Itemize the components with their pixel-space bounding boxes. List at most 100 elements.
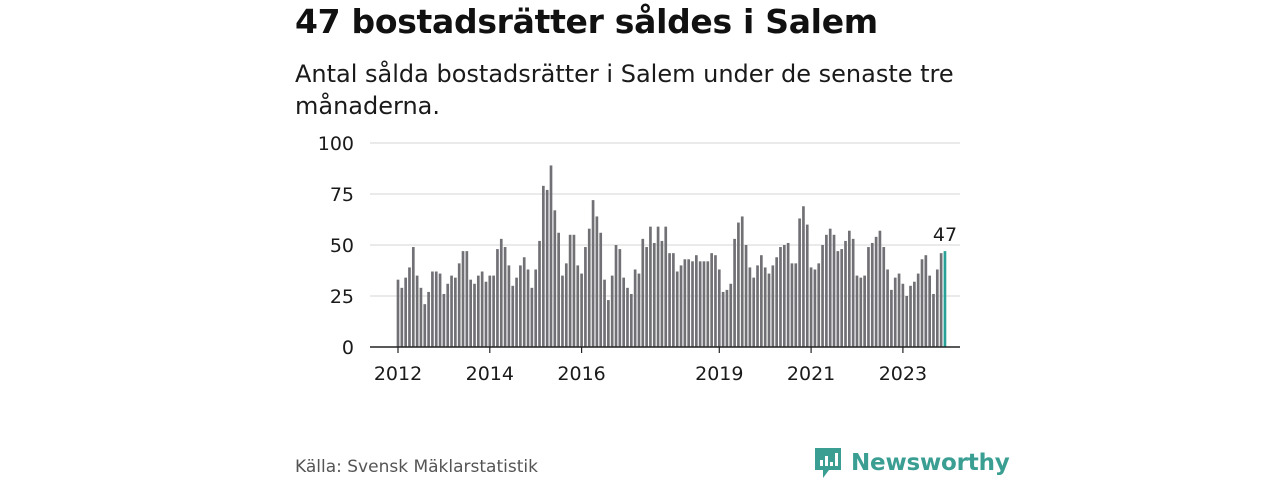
bar bbox=[423, 304, 427, 347]
bar bbox=[519, 265, 522, 347]
bar bbox=[702, 261, 706, 347]
bar bbox=[641, 238, 645, 347]
bar bbox=[771, 265, 775, 347]
bar bbox=[844, 240, 847, 347]
bar bbox=[794, 263, 798, 347]
bar bbox=[909, 285, 912, 347]
bar bbox=[499, 238, 503, 347]
bar bbox=[840, 249, 844, 347]
bar bbox=[763, 267, 767, 347]
bar bbox=[752, 277, 756, 347]
bar bbox=[878, 230, 882, 347]
bar bbox=[607, 300, 610, 347]
x-tick-label: 2023 bbox=[879, 363, 927, 385]
bar bbox=[618, 249, 622, 347]
bar bbox=[614, 245, 618, 347]
bar bbox=[748, 267, 752, 347]
bar bbox=[740, 216, 744, 347]
bar bbox=[859, 277, 863, 347]
bar bbox=[610, 275, 614, 347]
bar bbox=[890, 289, 893, 347]
bar bbox=[779, 247, 782, 347]
bar bbox=[599, 232, 603, 347]
bar bbox=[626, 287, 629, 347]
y-tick-label: 100 bbox=[318, 133, 354, 155]
x-tick-label: 2014 bbox=[466, 363, 514, 385]
bar bbox=[526, 269, 530, 347]
x-tick-label: 2012 bbox=[374, 363, 422, 385]
bar bbox=[882, 247, 886, 347]
bar bbox=[913, 281, 916, 347]
bar bbox=[863, 275, 866, 347]
brand-logo[interactable]: Newsworthy bbox=[815, 447, 1010, 479]
bar bbox=[805, 224, 809, 347]
bar bbox=[893, 277, 897, 347]
bar bbox=[469, 279, 473, 347]
bar bbox=[725, 289, 729, 347]
bar bbox=[576, 265, 580, 347]
bar bbox=[706, 261, 710, 347]
bar bbox=[675, 271, 679, 347]
bar bbox=[656, 226, 660, 347]
bar bbox=[786, 242, 790, 347]
bar bbox=[649, 226, 652, 347]
bar bbox=[652, 242, 656, 347]
bar bbox=[729, 283, 733, 347]
bar bbox=[710, 253, 713, 347]
bar bbox=[446, 283, 450, 347]
bar bbox=[629, 293, 633, 347]
bar bbox=[438, 273, 442, 347]
bar bbox=[419, 287, 423, 347]
bar bbox=[935, 269, 939, 347]
bar bbox=[580, 273, 583, 347]
bar bbox=[737, 222, 740, 347]
chart-subtitle: Antal sålda bostadsrätter i Salem under … bbox=[295, 60, 954, 120]
bar bbox=[431, 271, 434, 347]
bar bbox=[920, 259, 924, 347]
bar bbox=[733, 238, 736, 347]
bar bbox=[400, 287, 404, 347]
bar bbox=[545, 189, 549, 347]
bar bbox=[484, 281, 488, 347]
y-tick-label: 0 bbox=[342, 337, 354, 359]
bar-highlight bbox=[943, 251, 947, 347]
bar bbox=[851, 238, 855, 347]
bar bbox=[442, 293, 446, 347]
bar bbox=[465, 251, 469, 347]
bar bbox=[916, 273, 920, 347]
bar bbox=[664, 226, 668, 347]
bar bbox=[549, 165, 553, 347]
brand-name: Newsworthy bbox=[851, 450, 1010, 476]
bar bbox=[790, 263, 794, 347]
bar bbox=[775, 257, 778, 347]
bar bbox=[557, 232, 560, 347]
bar bbox=[434, 271, 438, 347]
bar bbox=[832, 234, 836, 347]
bar bbox=[897, 273, 901, 347]
bar bbox=[561, 275, 564, 347]
bar bbox=[457, 263, 461, 347]
bar bbox=[408, 267, 411, 347]
bar bbox=[695, 255, 698, 347]
bar bbox=[645, 247, 648, 347]
bar bbox=[886, 269, 889, 347]
bar bbox=[538, 240, 541, 347]
bar bbox=[756, 265, 759, 347]
bar bbox=[809, 267, 813, 347]
bar bbox=[530, 287, 534, 347]
bar bbox=[668, 253, 671, 347]
bar bbox=[503, 247, 507, 347]
bar bbox=[480, 271, 484, 347]
bar bbox=[587, 228, 591, 347]
bar bbox=[660, 240, 664, 347]
bar bbox=[450, 275, 453, 347]
bar bbox=[924, 255, 928, 347]
bar bbox=[828, 228, 832, 347]
bar bbox=[932, 293, 935, 347]
bar bbox=[492, 275, 495, 347]
bar bbox=[476, 275, 480, 347]
bar bbox=[603, 279, 606, 347]
bar bbox=[564, 263, 568, 347]
bar bbox=[511, 285, 515, 347]
